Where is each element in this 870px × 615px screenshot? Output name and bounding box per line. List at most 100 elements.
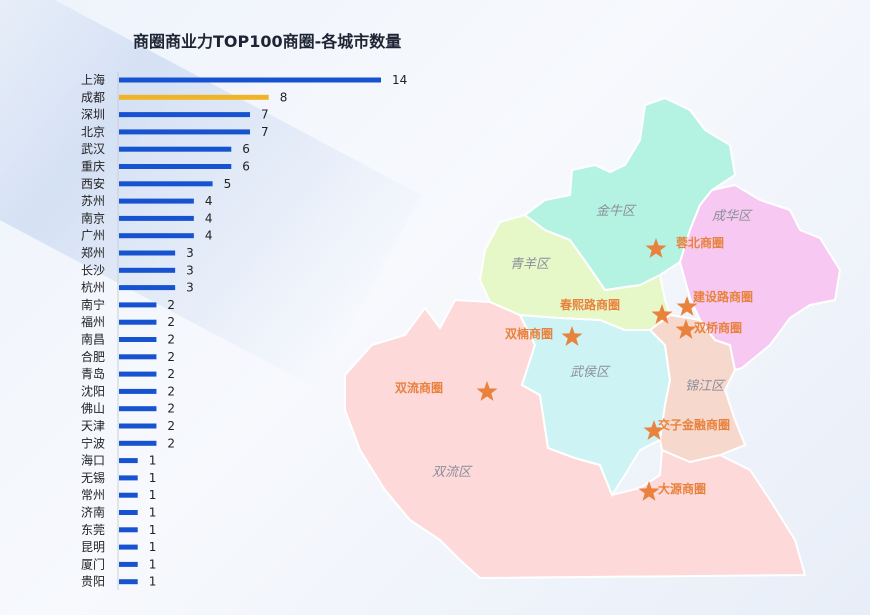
value-label: 1 xyxy=(149,557,157,571)
star-marker-icon xyxy=(651,304,673,324)
category-label: 南昌 xyxy=(81,332,105,347)
value-label: 1 xyxy=(149,488,157,502)
district-chenghua xyxy=(678,183,842,372)
value-label: 4 xyxy=(205,194,213,208)
star-marker-icon xyxy=(675,319,697,339)
bar xyxy=(119,77,381,83)
value-label: 1 xyxy=(149,506,157,520)
value-label: 1 xyxy=(149,471,157,485)
bar xyxy=(119,458,138,464)
category-label: 东莞 xyxy=(81,523,105,537)
category-label: 无锡 xyxy=(81,470,105,485)
category-label: 苏州 xyxy=(81,194,105,208)
value-label: 2 xyxy=(167,298,175,312)
district-label-chenghua: 成华区 xyxy=(712,209,753,224)
bar xyxy=(119,561,138,567)
bar xyxy=(119,285,176,291)
category-label: 南宁 xyxy=(81,297,105,312)
category-label: 南京 xyxy=(81,210,105,225)
bar xyxy=(119,354,157,360)
value-label: 2 xyxy=(167,384,175,398)
category-label: 郑州 xyxy=(81,245,105,260)
bar xyxy=(119,129,250,135)
value-label: 1 xyxy=(149,454,157,468)
district-label-qingyang: 青羊区 xyxy=(510,257,551,272)
star-marker-icon xyxy=(645,238,667,258)
bar xyxy=(119,510,138,515)
value-label: 4 xyxy=(205,211,213,225)
circle-label-shuangnan: 双楠商圈 xyxy=(505,326,553,341)
value-label: 1 xyxy=(149,575,157,589)
bar xyxy=(119,406,157,412)
bar xyxy=(119,492,138,498)
value-label: 2 xyxy=(167,333,175,347)
value-label: 1 xyxy=(149,523,157,537)
district-label-shuangliu: 双流区 xyxy=(432,465,473,480)
star-marker-icon xyxy=(676,296,698,316)
bar xyxy=(119,579,138,585)
circle-label-jiaozi: 交子金融商圈 xyxy=(658,417,730,432)
category-label: 海口 xyxy=(81,453,105,468)
category-label: 武汉 xyxy=(81,142,105,156)
bar xyxy=(119,440,157,446)
category-label: 北京 xyxy=(81,125,105,139)
category-label: 宁波 xyxy=(81,435,105,450)
circle-label-chunxilu: 春熙路商圈 xyxy=(559,297,620,312)
bar xyxy=(119,94,269,100)
circle-label-shuangqiao: 双桥商圈 xyxy=(694,320,742,335)
district-label-jinniu: 金牛区 xyxy=(596,203,637,219)
value-label: 7 xyxy=(261,125,269,139)
category-label: 广州 xyxy=(81,229,105,243)
value-label: 2 xyxy=(167,402,175,416)
category-label: 厦门 xyxy=(81,556,105,571)
value-label: 2 xyxy=(167,419,175,433)
bar xyxy=(119,544,138,550)
bar xyxy=(119,337,157,342)
category-label: 青岛 xyxy=(81,366,105,381)
category-label: 福州 xyxy=(81,314,105,329)
category-label: 济南 xyxy=(81,505,105,520)
category-label: 长沙 xyxy=(81,263,105,277)
circle-label-shuangliu: 双流商圈 xyxy=(395,380,443,395)
bar xyxy=(119,164,232,169)
bar xyxy=(119,371,157,377)
category-label: 合肥 xyxy=(81,349,105,364)
district-label-jinjiang: 锦江区 xyxy=(685,379,726,394)
circle-label-dayuan: 大源商圈 xyxy=(658,481,706,496)
value-label: 14 xyxy=(392,73,407,87)
bar xyxy=(119,198,194,204)
value-label: 2 xyxy=(167,367,175,381)
category-label: 重庆 xyxy=(81,160,105,174)
value-label: 2 xyxy=(167,350,175,364)
value-label: 6 xyxy=(242,142,250,156)
category-label: 杭州 xyxy=(81,280,105,295)
category-label: 常州 xyxy=(81,488,105,502)
bar xyxy=(119,215,194,221)
value-label: 3 xyxy=(186,246,194,260)
value-label: 1 xyxy=(149,540,157,554)
bar xyxy=(119,112,250,118)
star-marker-icon xyxy=(561,326,583,346)
category-label: 昆明 xyxy=(81,540,105,554)
bar xyxy=(119,181,213,187)
value-label: 7 xyxy=(261,108,269,122)
bar xyxy=(119,388,157,394)
value-label: 3 xyxy=(186,281,194,295)
value-label: 3 xyxy=(186,263,194,277)
category-label: 贵阳 xyxy=(81,575,105,589)
bar xyxy=(119,267,176,273)
bar-chart: 上海 14 成都 8 深圳 7 北京 7 武汉 6 重庆 6 西安 5 苏州 4 南京 4 广州 4 郑州 3 长沙 3 杭州 3… xyxy=(81,72,407,590)
chart-title: 商圈商业力TOP100商圈-各城市数量 xyxy=(133,32,402,51)
star-marker-icon xyxy=(476,381,498,401)
bar xyxy=(119,527,138,533)
bar xyxy=(119,319,157,325)
star-marker-icon xyxy=(643,420,665,440)
bar xyxy=(119,423,157,429)
category-label: 天津 xyxy=(81,419,105,433)
value-label: 4 xyxy=(205,229,213,243)
district-shuangliu xyxy=(344,298,807,580)
value-label: 2 xyxy=(167,315,175,329)
category-label: 成都 xyxy=(81,90,105,104)
category-label: 上海 xyxy=(81,72,105,87)
